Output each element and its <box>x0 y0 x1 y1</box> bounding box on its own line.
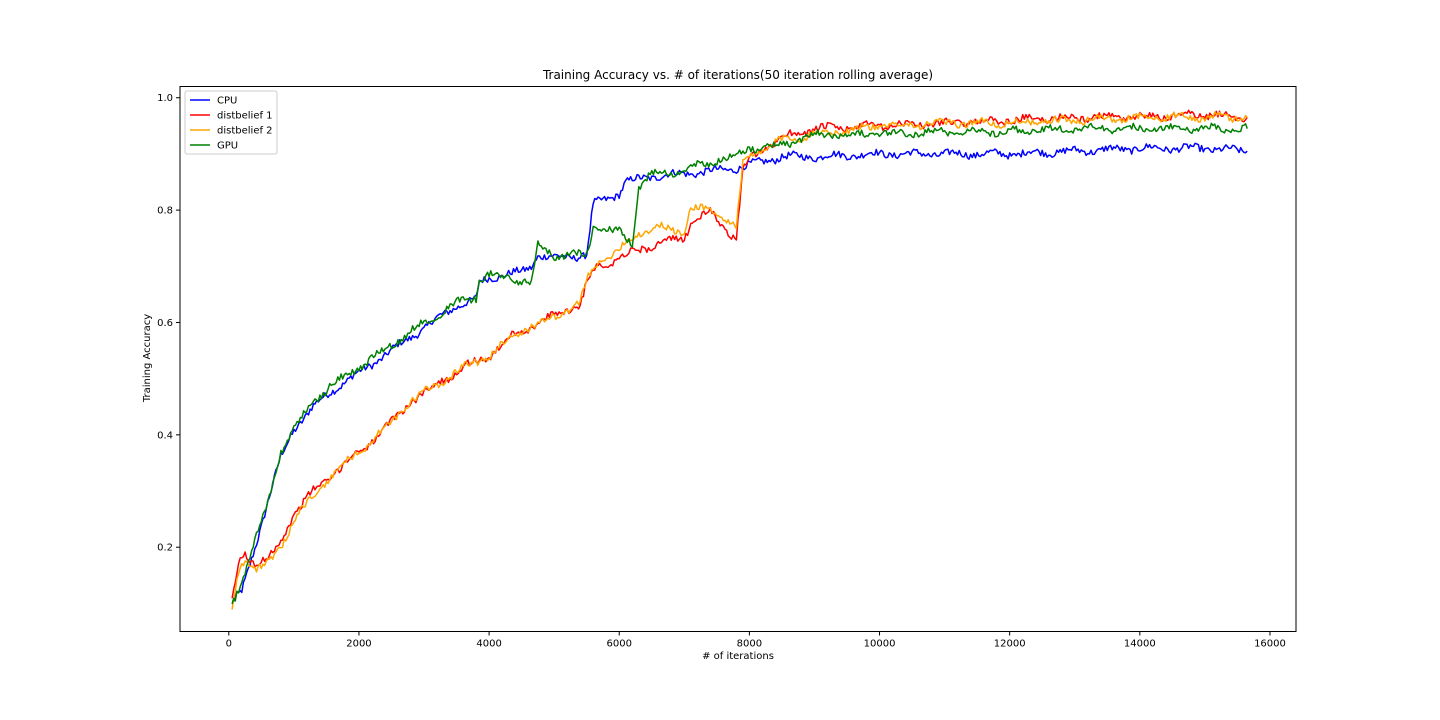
x-tick-label: 14000 <box>1124 639 1156 650</box>
x-axis-ticks: 0 2000 4000 6000 8000 10000 12000 14000 16000 <box>226 631 1286 650</box>
x-tick-label: 8000 <box>737 639 762 650</box>
y-tick-label: 0.6 <box>157 318 173 329</box>
plot-frame <box>179 86 1297 632</box>
x-tick-label: 2000 <box>346 639 371 650</box>
x-tick-label: 10000 <box>864 639 896 650</box>
legend-label: distbelief 2 <box>217 126 273 137</box>
y-axis-label: Training Accuracy <box>142 314 153 403</box>
y-tick-label: 0.4 <box>157 430 173 441</box>
y-tick-label: 0.2 <box>157 543 173 554</box>
legend-label: CPU <box>217 96 237 107</box>
legend-label: distbelief 1 <box>217 111 273 122</box>
y-tick-label: 0.8 <box>157 206 173 217</box>
x-tick-label: 4000 <box>476 639 501 650</box>
legend-box <box>184 90 278 155</box>
x-tick-label: 0 <box>226 639 232 650</box>
x-tick-label: 16000 <box>1254 639 1286 650</box>
x-axis-label: # of iterations <box>702 651 774 662</box>
y-tick-label: 1.0 <box>157 93 173 104</box>
series-line-distbelief-2 <box>231 111 1248 610</box>
series-line-cpu <box>232 142 1248 603</box>
x-tick-label: 12000 <box>994 639 1026 650</box>
series-line-gpu <box>231 122 1248 605</box>
x-tick-label: 6000 <box>607 639 632 650</box>
chart-title: Training Accuracy vs. # of iterations(50… <box>542 68 933 82</box>
y-axis-ticks: 0.2 0.4 0.6 0.8 1.0 <box>157 93 180 554</box>
plot-lines <box>231 109 1248 610</box>
legend: CPU distbelief 1 distbelief 2 GPU <box>184 90 278 155</box>
legend-label: GPU <box>217 141 238 152</box>
